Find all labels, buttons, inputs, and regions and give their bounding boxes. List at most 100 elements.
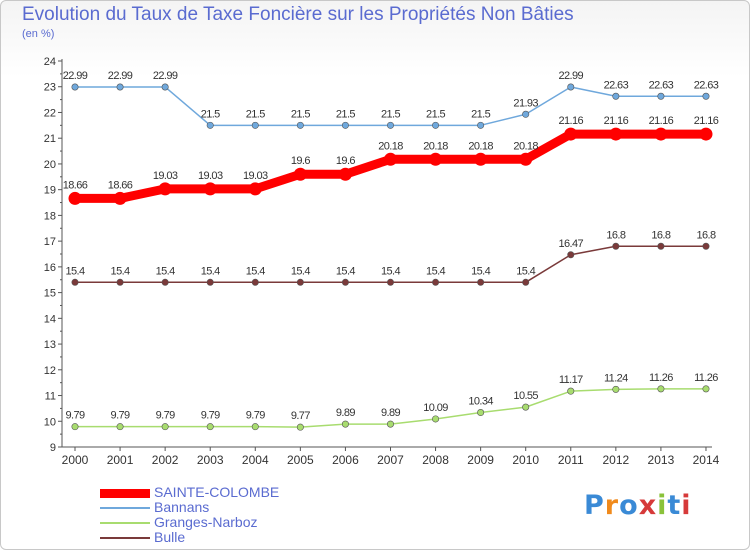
chart-data-labels: 22.99 22.99 22.99 21.5 21.5 21.5 21.5 21.5 21.5 2… [63, 70, 720, 422]
data-label: 9.79 [156, 410, 175, 422]
series-bannans [71, 83, 710, 129]
data-label: 20.18 [513, 140, 538, 152]
data-label: 21.5 [471, 108, 490, 120]
series-bulle [71, 242, 710, 286]
data-point [113, 191, 127, 205]
series-sainte-colombe [68, 127, 713, 205]
data-label: 20.18 [423, 140, 448, 152]
x-tick-label: 2005 [287, 453, 314, 467]
y-tick-label: 21 [44, 133, 56, 145]
data-label: 21.16 [694, 115, 719, 127]
data-point [519, 152, 533, 166]
series-granges-narboz [71, 385, 710, 431]
data-point [203, 182, 217, 196]
data-label: 22.99 [153, 70, 178, 82]
data-point [386, 420, 394, 428]
data-point [248, 182, 262, 196]
y-tick-label: 18 [44, 210, 56, 222]
data-point [564, 127, 578, 141]
data-point [702, 242, 710, 250]
logo-letter: r [604, 490, 620, 521]
legend-label: Bannans [154, 499, 210, 515]
data-point [251, 423, 259, 431]
x-tick-label: 2012 [602, 453, 629, 467]
y-tick-label: 17 [44, 236, 56, 248]
data-point [206, 121, 214, 129]
data-label: 21.16 [559, 115, 584, 127]
y-tick-label: 23 [44, 82, 56, 94]
data-point [657, 92, 665, 100]
x-tick-label: 2013 [648, 453, 675, 467]
data-point [338, 167, 352, 181]
data-label: 11.17 [559, 374, 583, 386]
data-point [699, 127, 713, 141]
data-label: 9.89 [336, 407, 355, 419]
data-point [68, 191, 82, 205]
data-label: 16.8 [651, 229, 670, 241]
data-point [702, 385, 710, 393]
data-label: 21.16 [649, 115, 674, 127]
data-label: 21.5 [426, 108, 445, 120]
proxiti-logo: Proxiti [584, 490, 692, 521]
data-point [432, 278, 440, 286]
y-tick-label: 11 [45, 391, 56, 403]
data-point [429, 152, 443, 166]
data-label: 15.4 [426, 265, 445, 277]
data-label: 11.26 [649, 372, 673, 384]
data-point [71, 278, 79, 286]
y-tick-label: 22 [44, 107, 56, 119]
data-point [612, 92, 620, 100]
data-label: 16.47 [559, 238, 584, 250]
logo-letter: t [667, 490, 682, 521]
chart-series [68, 83, 713, 431]
data-label: 21.5 [246, 108, 265, 120]
data-point [341, 278, 349, 286]
data-label: 21.5 [291, 108, 310, 120]
logo-letter: x [638, 490, 658, 521]
legend-swatch [100, 537, 150, 539]
data-label: 15.4 [336, 265, 355, 277]
data-label: 15.4 [65, 265, 84, 277]
data-point [522, 110, 530, 118]
data-label: 9.79 [246, 410, 265, 422]
chart-title: Evolution du Taux de Taxe Foncière sur l… [22, 4, 574, 25]
data-label: 19.03 [153, 170, 178, 182]
data-point [71, 423, 79, 431]
chart-unit-label: (en %) [22, 28, 55, 40]
data-label: 22.63 [604, 79, 629, 91]
data-point [293, 167, 307, 181]
data-point [432, 415, 440, 423]
data-label: 9.89 [381, 407, 400, 419]
data-point [522, 403, 530, 411]
data-point [612, 385, 620, 393]
data-point [383, 152, 397, 166]
chart-axes: 9 10 11 12 13 14 15 16 17 18 19 20 21 22 23 24 2000 2001 2… [44, 56, 720, 467]
data-point [341, 420, 349, 428]
data-label: 18.66 [108, 179, 133, 191]
x-tick-label: 2000 [62, 453, 89, 467]
data-label: 15.4 [111, 265, 130, 277]
data-point [567, 83, 575, 91]
logo-letter: i [657, 490, 668, 521]
data-label: 19.6 [291, 155, 310, 167]
data-point [161, 83, 169, 91]
logo-letter: P [584, 490, 605, 521]
data-point [612, 242, 620, 250]
legend-swatch [100, 488, 150, 498]
y-tick-label: 10 [44, 416, 56, 428]
data-label: 21.16 [604, 115, 629, 127]
data-point [477, 121, 485, 129]
x-tick-label: 2007 [377, 453, 404, 467]
data-point [206, 278, 214, 286]
x-tick-label: 2009 [467, 453, 494, 467]
data-label: 21.5 [381, 108, 400, 120]
legend-swatch [100, 522, 150, 524]
data-label: 9.79 [201, 410, 220, 422]
data-label: 15.4 [246, 265, 265, 277]
data-point [432, 121, 440, 129]
data-label: 21.93 [513, 97, 538, 109]
data-label: 10.55 [513, 390, 538, 402]
y-tick-label: 24 [44, 56, 56, 68]
data-point [386, 278, 394, 286]
